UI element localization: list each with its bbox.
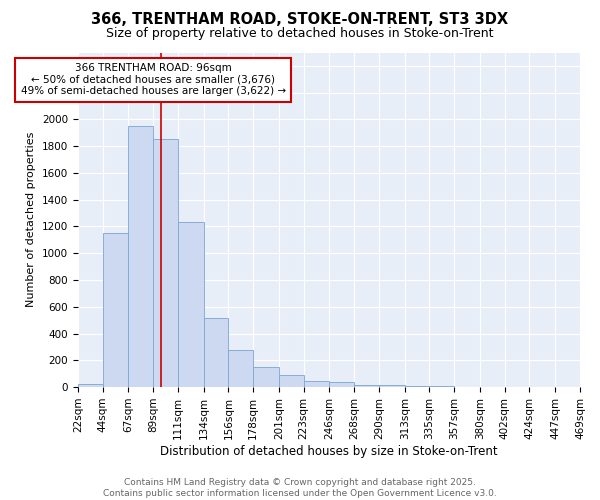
Bar [329,382,354,387]
Bar [304,381,329,387]
X-axis label: Distribution of detached houses by size in Stoke-on-Trent: Distribution of detached houses by size … [160,444,498,458]
Bar [430,386,454,387]
Bar [203,318,229,387]
Bar [128,126,153,387]
Bar [253,367,279,387]
Bar [354,384,379,387]
Bar [103,233,128,387]
Bar [229,350,253,387]
Bar [405,386,430,387]
Bar [153,140,178,387]
Text: Contains HM Land Registry data © Crown copyright and database right 2025.
Contai: Contains HM Land Registry data © Crown c… [103,478,497,498]
Bar [379,385,405,387]
Y-axis label: Number of detached properties: Number of detached properties [26,132,37,308]
Text: Size of property relative to detached houses in Stoke-on-Trent: Size of property relative to detached ho… [106,28,494,40]
Bar [178,222,203,387]
Text: 366 TRENTHAM ROAD: 96sqm
← 50% of detached houses are smaller (3,676)
49% of sem: 366 TRENTHAM ROAD: 96sqm ← 50% of detach… [20,63,286,96]
Bar [279,375,304,387]
Text: 366, TRENTHAM ROAD, STOKE-ON-TRENT, ST3 3DX: 366, TRENTHAM ROAD, STOKE-ON-TRENT, ST3 … [91,12,509,28]
Bar [78,384,103,387]
